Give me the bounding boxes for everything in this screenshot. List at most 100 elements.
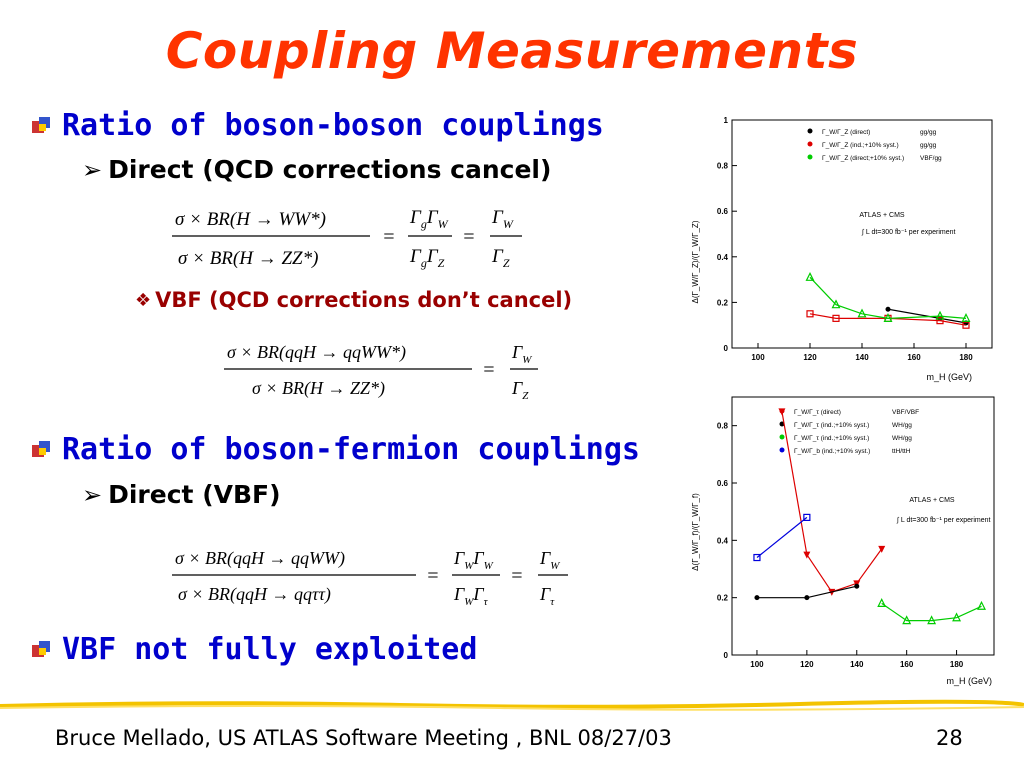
y-tick-label: 0.2 — [717, 594, 729, 603]
x-tick-label: 160 — [900, 660, 914, 669]
data-point — [854, 583, 860, 589]
x-tick-label: 180 — [959, 353, 973, 362]
bullet-label: VBF not fully exploited — [62, 632, 478, 667]
sub-bullet-direct-vbf: ➢ Direct (VBF) — [82, 480, 281, 509]
svg-text:=: = — [382, 226, 396, 248]
legend-marker — [807, 141, 813, 147]
y-tick-label: 0 — [724, 651, 729, 660]
legend-label: Γ_W/Γ_Z (direct;+10% syst.) — [822, 155, 904, 162]
legend-label: Γ_W/Γ_Z (direct) — [822, 129, 870, 136]
x-tick-label: 140 — [855, 353, 869, 362]
legend-marker — [779, 447, 785, 453]
plot-gw-gz-ratio: Δ(Γ_W/Γ_Z)/(Γ_W/Γ_Z) m_H (GeV) 100 120 140… — [691, 116, 993, 382]
svg-text:ΓgΓW: ΓgΓW — [409, 207, 449, 231]
svg-text:Γτ: Γτ — [539, 584, 555, 608]
footer-divider — [0, 699, 1024, 711]
bullet-boson-boson: Ratio of boson-boson couplings — [30, 108, 604, 143]
svg-text:ΓZ: ΓZ — [491, 246, 510, 270]
svg-text:ΓW: ΓW — [539, 548, 560, 572]
legend-tag: WH/gg — [892, 435, 912, 442]
y-tick-label: 0 — [724, 344, 729, 353]
svg-text:σ × BR(qqH → qqττ): σ × BR(qqH → qqττ) — [178, 584, 331, 605]
data-point — [806, 310, 814, 318]
legend-marker — [807, 154, 813, 160]
x-tick-label: 100 — [751, 353, 765, 362]
data-point — [977, 600, 986, 610]
slide-title: Coupling Measurements — [165, 22, 859, 80]
annotation-experiment: ATLAS + CMS — [859, 212, 905, 219]
data-point — [753, 553, 761, 562]
data-point — [857, 308, 867, 318]
x-axis-label: m_H (GeV) — [946, 676, 992, 686]
x-tick-label: 180 — [950, 660, 964, 669]
data-point — [832, 314, 840, 322]
sub-bullet-label: VBF (QCD corrections don’t cancel) — [155, 288, 573, 312]
x-axis-label: m_H (GeV) — [926, 372, 972, 382]
y-tick-label: 0.6 — [717, 479, 729, 488]
sub-bullet-label: Direct (QCD corrections cancel) — [108, 155, 552, 184]
legend-marker — [779, 434, 785, 440]
y-tick-label: 1 — [724, 116, 729, 125]
svg-text:ΓW: ΓW — [491, 207, 514, 231]
svg-text:ΓW: ΓW — [511, 342, 532, 366]
svg-text:ΓgΓZ: ΓgΓZ — [409, 246, 445, 270]
y-tick-label: 0.8 — [717, 422, 729, 431]
svg-text:ΓWΓτ: ΓWΓτ — [453, 584, 489, 608]
x-tick-label: 100 — [750, 660, 764, 669]
legend-tag: gg/gg — [920, 129, 937, 136]
data-point — [831, 299, 841, 309]
data-point — [936, 317, 944, 325]
svg-text:σ × BR(H → ZZ*): σ × BR(H → ZZ*) — [178, 248, 318, 269]
cube-bullet-icon — [32, 116, 50, 133]
annotation-experiment: ATLAS + CMS — [909, 497, 955, 504]
y-tick-label: 0.2 — [717, 298, 729, 307]
sub-bullet-vbf-qcd: ❖ VBF (QCD corrections don’t cancel) — [135, 288, 572, 312]
y-tick-label: 0.8 — [717, 162, 729, 171]
legend-label: Γ_W/Γ_τ (direct) — [794, 409, 841, 416]
y-tick-label: 0.4 — [717, 536, 729, 545]
legend-tag: WH/gg — [892, 422, 912, 429]
sub-bullet-label: Direct (VBF) — [108, 480, 281, 509]
footer-text: Bruce Mellado, US ATLAS Software Meeting… — [55, 726, 672, 750]
arrow-icon: ➢ — [82, 155, 103, 184]
data-point — [952, 612, 962, 622]
svg-text:=: = — [510, 565, 524, 587]
data-point — [935, 310, 945, 320]
legend-marker — [807, 128, 813, 134]
series-line — [809, 276, 967, 320]
svg-text:ΓWΓW: ΓWΓW — [453, 548, 494, 572]
legend-marker — [779, 421, 785, 427]
x-tick-label: 120 — [803, 353, 817, 362]
equation-bbr-ww-zz: σ × BR(H → WW*) σ × BR(H → ZZ*) = ΓgΓW Γ… — [172, 207, 522, 270]
legend-tag: ttH/ttH — [892, 448, 911, 455]
svg-text:σ × BR(qqH → qqWW): σ × BR(qqH → qqWW) — [175, 548, 345, 569]
svg-text:ΓZ: ΓZ — [511, 378, 529, 402]
svg-text:σ × BR(H → ZZ*): σ × BR(H → ZZ*) — [252, 378, 385, 399]
data-point — [754, 595, 760, 601]
series-line — [756, 516, 808, 558]
data-point — [804, 595, 810, 601]
annotation-luminosity: ∫ L dt=300 fb⁻¹ per experiment — [861, 229, 956, 236]
y-tick-label: 0.4 — [717, 253, 729, 262]
svg-text:=: = — [426, 565, 440, 587]
legend-tag: VBF/gg — [920, 155, 942, 162]
x-tick-label: 160 — [907, 353, 921, 362]
data-point — [961, 313, 971, 322]
plot-gw-gf-ratio: Δ(Γ_W/Γ_f)/(Γ_W/Γ_f) m_H (GeV) 100 120 140… — [691, 396, 995, 686]
arrow-icon: ➢ — [82, 480, 103, 509]
svg-text:=: = — [462, 226, 476, 248]
bullet-boson-fermion: Ratio of boson-fermion couplings — [30, 432, 640, 467]
data-point — [778, 408, 786, 416]
y-axis-label: Δ(Γ_W/Γ_Z)/(Γ_W/Γ_Z) — [691, 220, 700, 303]
legend-label: Γ_W/Γ_τ (ind.;+10% syst.) — [794, 435, 869, 442]
diamond-bullet-icon: ❖ — [135, 289, 152, 311]
svg-text:σ × BR(qqH → qqWW*): σ × BR(qqH → qqWW*) — [227, 342, 406, 363]
y-axis-label: Δ(Γ_W/Γ_f)/(Γ_W/Γ_f) — [691, 493, 700, 571]
data-point — [805, 271, 815, 281]
legend-label: Γ_W/Γ_τ (ind.;+10% syst.) — [794, 422, 869, 429]
series-line — [887, 308, 967, 324]
data-point — [877, 598, 887, 607]
x-tick-label: 120 — [800, 660, 814, 669]
annotation-luminosity: ∫ L dt=300 fb⁻¹ per experiment — [896, 517, 991, 524]
legend-tag: gg/gg — [920, 142, 937, 149]
